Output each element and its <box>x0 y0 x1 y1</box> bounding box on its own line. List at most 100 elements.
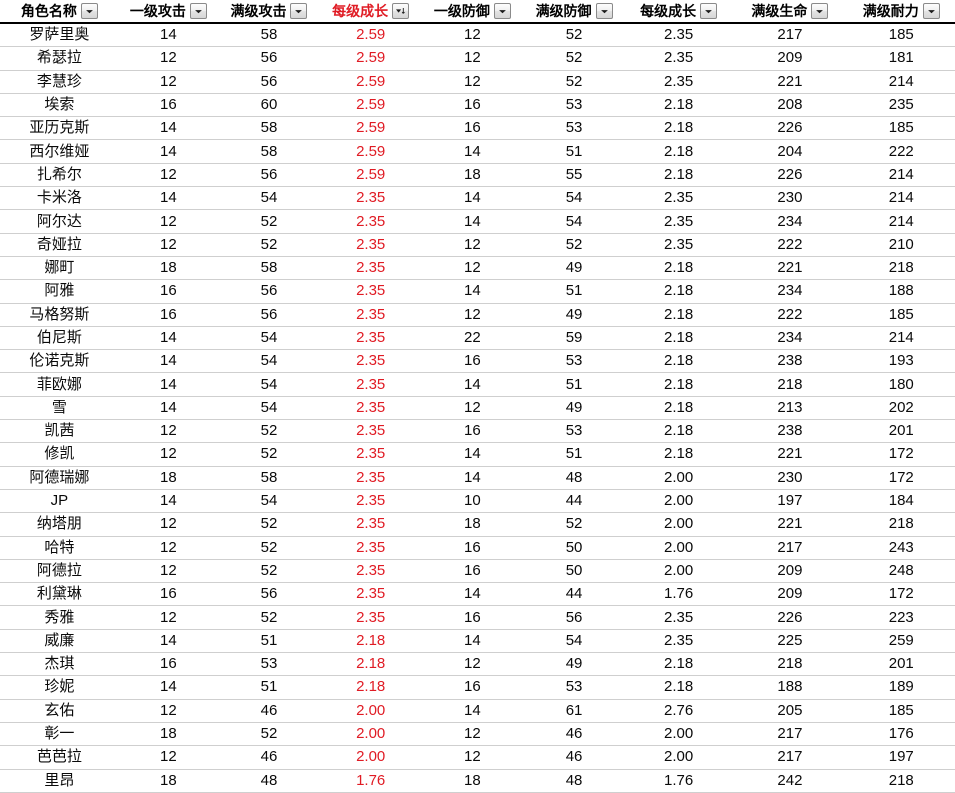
cell-defgrowth[interactable]: 2.18 <box>624 349 733 374</box>
cell-defmax[interactable]: 54 <box>523 186 625 211</box>
cell-atkgrowth[interactable]: 2.00 <box>319 699 422 723</box>
cell-hpmax[interactable]: 217 <box>732 536 848 560</box>
cell-hpmax[interactable]: 197 <box>732 489 848 514</box>
cell-atk1[interactable]: 12 <box>118 233 219 257</box>
chevron-down-icon[interactable] <box>595 3 613 19</box>
cell-defgrowth[interactable]: 1.76 <box>624 769 733 793</box>
cell-atkgrowth[interactable]: 2.35 <box>319 209 422 234</box>
cell-defgrowth[interactable]: 2.35 <box>624 46 733 71</box>
cell-defmax[interactable]: 61 <box>523 699 625 723</box>
cell-def1[interactable]: 18 <box>421 163 524 188</box>
cell-atkmax[interactable]: 54 <box>218 372 320 397</box>
cell-stamax[interactable]: 235 <box>847 93 955 118</box>
cell-def1[interactable]: 14 <box>421 699 524 723</box>
cell-name[interactable]: 西尔维娅 <box>0 139 119 164</box>
cell-defmax[interactable]: 50 <box>523 559 625 584</box>
cell-stamax[interactable]: 259 <box>847 629 955 654</box>
cell-atkmax[interactable]: 58 <box>218 139 320 164</box>
cell-name[interactable]: 纳塔朋 <box>0 512 119 537</box>
cell-hpmax[interactable]: 230 <box>732 466 848 490</box>
cell-defmax[interactable]: 53 <box>523 675 625 700</box>
chevron-down-icon[interactable] <box>189 3 207 19</box>
cell-atkgrowth[interactable]: 2.35 <box>319 559 422 584</box>
table-row[interactable]: 凯茜 12 52 2.35 16 53 2.18 238 201 <box>0 419 955 444</box>
cell-name[interactable]: 埃索 <box>0 93 119 118</box>
cell-defgrowth[interactable]: 2.76 <box>624 699 733 723</box>
cell-atkmax[interactable]: 54 <box>218 349 320 374</box>
cell-atkgrowth[interactable]: 2.35 <box>319 279 422 304</box>
cell-name[interactable]: 李慧珍 <box>0 70 119 94</box>
cell-atkmax[interactable]: 52 <box>218 512 320 537</box>
cell-atk1[interactable]: 12 <box>118 699 219 723</box>
cell-defmax[interactable]: 52 <box>523 23 625 48</box>
cell-defgrowth[interactable]: 2.35 <box>624 605 733 630</box>
cell-hpmax[interactable]: 226 <box>732 605 848 630</box>
cell-hpmax[interactable]: 217 <box>732 722 848 747</box>
cell-name[interactable]: 阿尔达 <box>0 209 119 234</box>
cell-defmax[interactable]: 52 <box>523 233 625 257</box>
cell-atk1[interactable]: 12 <box>118 419 219 444</box>
cell-name[interactable]: 杰琪 <box>0 652 119 677</box>
cell-stamax[interactable]: 218 <box>847 256 955 281</box>
cell-def1[interactable]: 12 <box>421 70 524 94</box>
cell-def1[interactable]: 12 <box>421 745 524 770</box>
cell-def1[interactable]: 12 <box>421 23 524 48</box>
cell-hpmax[interactable]: 221 <box>732 256 848 281</box>
table-row[interactable]: 亚历克斯 14 58 2.59 16 53 2.18 226 185 <box>0 116 955 141</box>
cell-hpmax[interactable]: 238 <box>732 419 848 444</box>
cell-hpmax[interactable]: 208 <box>732 93 848 118</box>
cell-defmax[interactable]: 49 <box>523 652 625 677</box>
cell-atkgrowth[interactable]: 2.35 <box>319 372 422 397</box>
cell-def1[interactable]: 14 <box>421 442 524 467</box>
table-row[interactable]: 奇娅拉 12 52 2.35 12 52 2.35 222 210 <box>0 233 955 257</box>
cell-atk1[interactable]: 16 <box>118 582 219 607</box>
cell-name[interactable]: 阿德瑞娜 <box>0 466 119 490</box>
cell-stamax[interactable]: 248 <box>847 559 955 584</box>
cell-defmax[interactable]: 52 <box>523 512 625 537</box>
cell-hpmax[interactable]: 234 <box>732 279 848 304</box>
cell-name[interactable]: 菲欧娜 <box>0 372 119 397</box>
cell-atkgrowth[interactable]: 2.35 <box>319 303 422 327</box>
cell-defmax[interactable]: 54 <box>523 209 625 234</box>
cell-atkgrowth[interactable]: 2.35 <box>319 536 422 560</box>
table-row[interactable]: 芭芭拉 12 46 2.00 12 46 2.00 217 197 <box>0 745 955 770</box>
cell-defmax[interactable]: 48 <box>523 769 625 793</box>
cell-atkmax[interactable]: 54 <box>218 186 320 211</box>
cell-atkgrowth[interactable]: 2.35 <box>319 605 422 630</box>
cell-stamax[interactable]: 214 <box>847 163 955 188</box>
cell-stamax[interactable]: 172 <box>847 442 955 467</box>
cell-name[interactable]: 里昂 <box>0 769 119 793</box>
cell-name[interactable]: 哈特 <box>0 536 119 560</box>
cell-def1[interactable]: 14 <box>421 186 524 211</box>
cell-def1[interactable]: 12 <box>421 303 524 327</box>
cell-atkmax[interactable]: 56 <box>218 303 320 327</box>
cell-stamax[interactable]: 202 <box>847 396 955 421</box>
cell-stamax[interactable]: 218 <box>847 512 955 537</box>
table-row[interactable]: 李慧珍 12 56 2.59 12 52 2.35 221 214 <box>0 70 955 94</box>
cell-defgrowth[interactable]: 2.00 <box>624 512 733 537</box>
cell-stamax[interactable]: 188 <box>847 279 955 304</box>
cell-stamax[interactable]: 214 <box>847 70 955 94</box>
cell-stamax[interactable]: 223 <box>847 605 955 630</box>
cell-defmax[interactable]: 49 <box>523 303 625 327</box>
cell-def1[interactable]: 22 <box>421 326 524 351</box>
cell-atkgrowth[interactable]: 2.18 <box>319 675 422 700</box>
cell-atk1[interactable]: 16 <box>118 652 219 677</box>
cell-defgrowth[interactable]: 1.76 <box>624 582 733 607</box>
chevron-down-icon[interactable] <box>290 3 308 19</box>
cell-atk1[interactable]: 14 <box>118 23 219 48</box>
table-row[interactable]: 埃索 16 60 2.59 16 53 2.18 208 235 <box>0 93 955 118</box>
cell-stamax[interactable]: 185 <box>847 699 955 723</box>
cell-def1[interactable]: 14 <box>421 139 524 164</box>
chevron-down-icon[interactable] <box>811 3 829 19</box>
cell-defgrowth[interactable]: 2.35 <box>624 629 733 654</box>
cell-atkgrowth[interactable]: 2.18 <box>319 629 422 654</box>
cell-name[interactable]: 阿雅 <box>0 279 119 304</box>
cell-atkgrowth[interactable]: 2.35 <box>319 512 422 537</box>
chevron-down-icon[interactable] <box>80 3 98 19</box>
cell-hpmax[interactable]: 209 <box>732 559 848 584</box>
cell-defgrowth[interactable]: 2.18 <box>624 652 733 677</box>
cell-atk1[interactable]: 14 <box>118 489 219 514</box>
cell-hpmax[interactable]: 238 <box>732 349 848 374</box>
cell-atk1[interactable]: 14 <box>118 326 219 351</box>
